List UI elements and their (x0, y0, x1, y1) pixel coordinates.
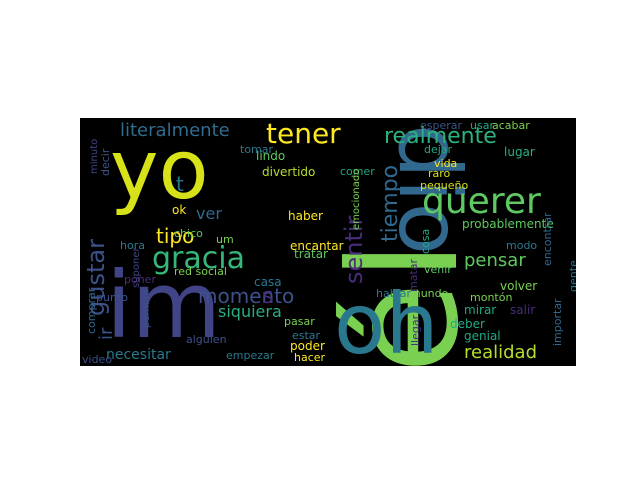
word: lugar (504, 145, 535, 159)
word: matar (407, 258, 420, 292)
word: punto (96, 291, 128, 304)
word: dejar (424, 143, 453, 156)
word: video (82, 353, 113, 366)
word: realidad (464, 342, 537, 363)
word: momento (198, 284, 295, 308)
word: pensar (464, 250, 526, 271)
word: um (216, 233, 234, 246)
word: querer (422, 181, 541, 222)
word: im (106, 252, 222, 359)
word: hora (120, 239, 145, 252)
word: realmente (384, 124, 497, 149)
word: encontrar (541, 212, 554, 266)
word: lindo (256, 149, 286, 163)
word: ok (172, 203, 187, 217)
word: probablemente (462, 217, 554, 231)
word: montón (470, 291, 513, 304)
word: hacer (294, 351, 326, 364)
word: deber (450, 317, 485, 331)
word: ver (196, 204, 222, 223)
word: esperar (420, 119, 463, 132)
word: encantar (290, 239, 344, 253)
word: permitir (141, 288, 152, 328)
word: importar (551, 298, 564, 346)
word: ir (96, 327, 117, 340)
word: acabar (492, 119, 530, 132)
word: vida (434, 157, 458, 170)
word: alguien (186, 333, 227, 346)
word: decir (99, 148, 112, 176)
word: yo (110, 123, 209, 218)
word: poder (290, 339, 325, 353)
word: divertido (262, 165, 316, 179)
word: red social (174, 265, 227, 278)
word: llegar (409, 314, 422, 346)
word: necesitar (106, 347, 171, 363)
word: tiempo (378, 164, 403, 242)
word: casa (254, 275, 282, 289)
word: usar (470, 119, 494, 132)
word: salir (510, 303, 536, 317)
word: suponer (131, 247, 142, 288)
word: gracia (152, 241, 245, 276)
word: haber (288, 209, 323, 223)
word: cosa (419, 228, 432, 254)
word: venir (424, 263, 452, 276)
word: genial (464, 329, 501, 343)
word: pequeño (420, 179, 469, 192)
word: hablar (376, 287, 412, 300)
word: mirar (464, 303, 497, 317)
word: tipo (156, 224, 195, 248)
word: s (262, 284, 274, 309)
word: gente (567, 260, 576, 292)
word: tener (266, 118, 341, 150)
word: volver (500, 279, 538, 293)
word: poner (124, 273, 156, 286)
word: empezar (226, 349, 275, 362)
word: literalmente (120, 120, 230, 141)
word: modo (506, 239, 538, 252)
word: tratar (294, 247, 328, 261)
word: mundo (410, 287, 449, 300)
word: emocionado (351, 168, 362, 230)
word: minuto (89, 138, 100, 174)
word: chico (174, 227, 203, 240)
word: siquiera (218, 302, 282, 321)
word: tomar (240, 143, 274, 156)
word: raro (428, 167, 451, 180)
word: comer (340, 165, 375, 178)
word: t (176, 172, 184, 196)
word: pasar (284, 315, 315, 328)
word: estar (292, 329, 321, 342)
word: oh (334, 275, 439, 366)
wordcloud-canvas: él yo oh im dio querer tener gracia real… (80, 118, 576, 366)
